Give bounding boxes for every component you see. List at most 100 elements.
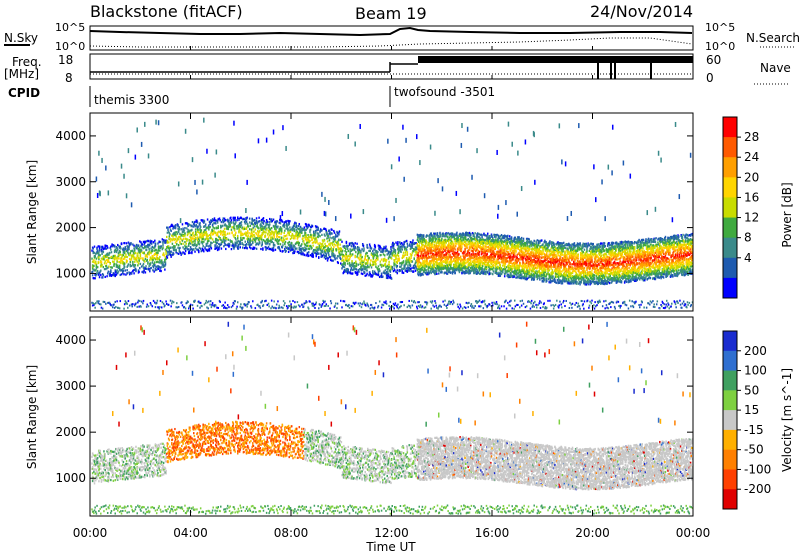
scatter-cell xyxy=(261,237,263,239)
scatter-cell xyxy=(437,178,439,183)
scatter-cell xyxy=(231,222,233,224)
scatter-cell xyxy=(356,243,358,245)
scatter-cell xyxy=(242,247,244,249)
scatter-cell xyxy=(123,273,125,275)
scatter-cell xyxy=(94,277,96,279)
scatter-cell xyxy=(447,303,449,305)
scatter-cell xyxy=(126,269,128,271)
scatter-cell xyxy=(471,175,473,180)
scatter-cell xyxy=(126,303,128,305)
scatter-cell xyxy=(357,273,359,275)
scatter-cell xyxy=(195,228,197,230)
scatter-cell xyxy=(363,249,365,251)
scatter-cell xyxy=(391,250,393,252)
scatter-cell xyxy=(415,270,417,272)
scatter-cell xyxy=(215,304,217,306)
scatter-cell xyxy=(254,225,256,227)
scatter-cell xyxy=(170,251,172,253)
scatter-cell xyxy=(258,217,260,219)
scatter-cell xyxy=(269,243,271,245)
nave-tick-bottom: 0 xyxy=(706,71,714,85)
scatter-cell xyxy=(278,243,280,245)
scatter-cell xyxy=(334,305,336,307)
scatter-cell xyxy=(402,125,404,130)
scatter-cell xyxy=(104,276,106,278)
scatter-cell xyxy=(332,249,334,251)
scatter-cell xyxy=(407,245,409,247)
scatter-cell xyxy=(358,264,360,266)
scatter-cell xyxy=(218,247,220,249)
scatter-cell xyxy=(261,243,263,245)
scatter-cell xyxy=(237,238,239,240)
scatter-cell xyxy=(138,262,140,264)
scatter-cell xyxy=(148,253,150,255)
scatter-cell xyxy=(281,230,283,232)
scatter-cell xyxy=(202,245,204,247)
scatter-cell xyxy=(146,306,148,308)
scatter-cell xyxy=(164,269,166,271)
scatter-cell xyxy=(355,302,357,304)
scatter-cell xyxy=(315,302,317,304)
scatter-cell xyxy=(461,249,463,251)
scatter-cell xyxy=(435,238,437,240)
scatter-cell xyxy=(120,247,122,249)
scatter-cell xyxy=(159,306,161,308)
scatter-cell xyxy=(163,303,165,305)
scatter-cell xyxy=(344,262,346,264)
scatter-cell xyxy=(207,242,209,244)
scatter-cell xyxy=(265,235,267,237)
scatter-cell xyxy=(336,257,338,259)
scatter-cell xyxy=(352,305,354,307)
scatter-cell xyxy=(468,238,470,240)
scatter-cell xyxy=(326,255,328,257)
scatter-cell xyxy=(98,151,100,156)
nsky-label: N.Sky xyxy=(4,31,38,45)
scatter-cell xyxy=(288,223,290,225)
scatter-cell xyxy=(95,269,97,271)
scatter-cell xyxy=(211,242,213,244)
scatter-cell xyxy=(312,225,314,227)
cpid-row: CPID themis 3300 twofsound -3501 xyxy=(8,85,495,107)
scatter-cell xyxy=(318,307,320,309)
scatter-cell xyxy=(282,221,284,223)
scatter-cell xyxy=(116,259,118,261)
scatter-cell xyxy=(106,275,108,277)
scatter-cell xyxy=(356,263,358,265)
scatter-cell xyxy=(124,242,126,244)
scatter-cell xyxy=(334,257,336,259)
scatter-cell xyxy=(156,302,158,304)
scatter-cell xyxy=(302,235,304,237)
scatter-cell xyxy=(454,272,456,274)
freq-tick-bottom: 8 xyxy=(65,71,73,85)
scatter-cell xyxy=(317,227,319,229)
scatter-cell xyxy=(403,260,405,262)
scatter-cell xyxy=(130,261,132,263)
scatter-cell xyxy=(398,245,400,247)
scatter-cell xyxy=(139,267,141,269)
scatter-cell xyxy=(440,235,442,237)
scatter-cell xyxy=(144,122,146,127)
scatter-cell xyxy=(345,248,347,250)
nsky-trace xyxy=(90,28,692,35)
scatter-cell xyxy=(362,273,364,275)
scatter-cell xyxy=(337,243,339,245)
scatter-cell xyxy=(283,232,285,234)
scatter-cell xyxy=(397,262,399,264)
scatter-cell xyxy=(391,164,393,169)
scatter-cell xyxy=(199,239,201,241)
scatter-cell xyxy=(115,306,117,308)
scatter-cell xyxy=(393,243,395,245)
scatter-cell xyxy=(303,306,305,308)
scatter-cell xyxy=(355,251,357,253)
scatter-cell xyxy=(419,244,421,246)
scatter-cell xyxy=(259,220,261,222)
scatter-cell xyxy=(255,307,257,309)
scatter-cell xyxy=(170,300,172,302)
scatter-cell xyxy=(140,306,142,308)
scatter-cell xyxy=(273,242,275,244)
scatter-cell xyxy=(234,153,236,158)
scatter-cell xyxy=(138,245,140,247)
scatter-cell xyxy=(309,240,311,242)
scatter-cell xyxy=(306,301,308,303)
scatter-cell xyxy=(444,304,446,306)
